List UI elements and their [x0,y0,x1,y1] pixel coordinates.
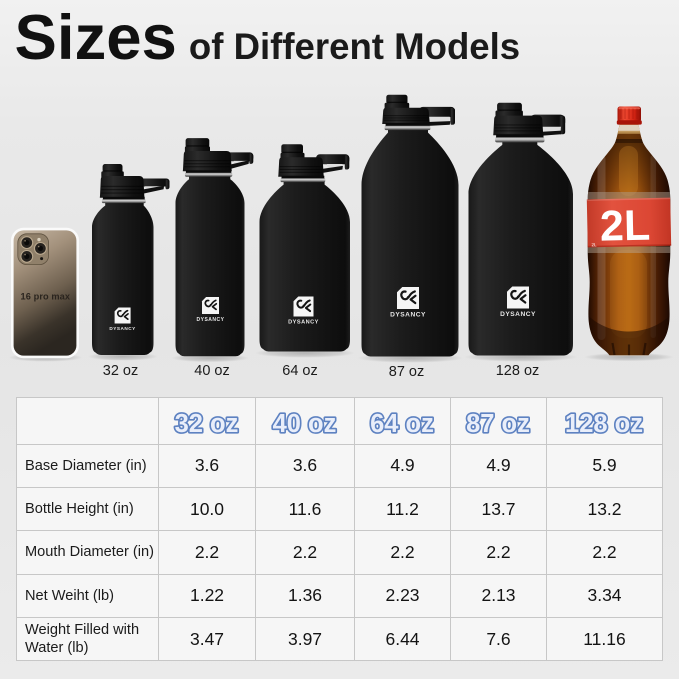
svg-text:DYSANCY: DYSANCY [288,319,319,325]
svg-text:DYSANCY: DYSANCY [500,311,536,318]
svg-text:DYSANCY: DYSANCY [197,317,225,323]
svg-text:2L: 2L [591,242,597,247]
svg-text:2L: 2L [599,202,650,251]
svg-text:DYSANCY: DYSANCY [109,326,136,331]
svg-text:DYSANCY: DYSANCY [390,312,426,319]
svg-text:16 pro max: 16 pro max [21,292,71,302]
